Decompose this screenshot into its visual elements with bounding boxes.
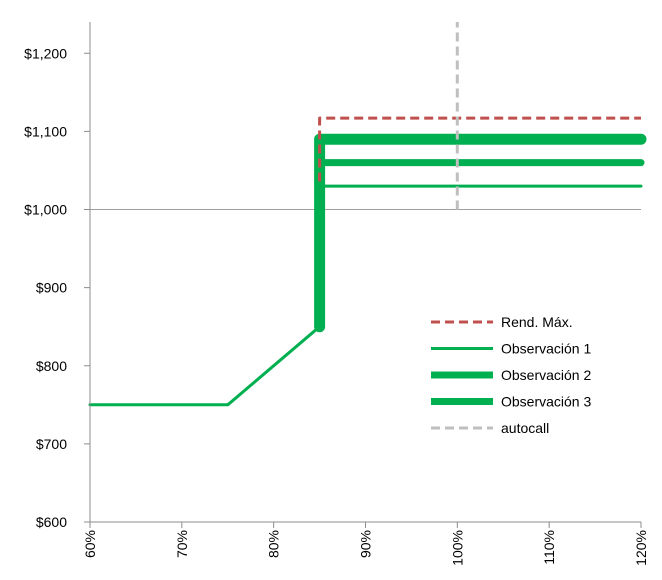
y-tick-label: $1,200 (24, 45, 67, 61)
y-tick-label: $700 (36, 436, 67, 452)
series-line-observacion-1 (88, 184, 643, 407)
series-line-observacion-3 (314, 133, 647, 333)
series-line-rend-max (318, 116, 641, 210)
legend-label-autocall: autocall (501, 420, 549, 436)
y-tick-label: $800 (36, 358, 67, 374)
legend: Rend. Máx. Observación 1 Observación 2 Obse… (431, 314, 591, 436)
x-tick-label: 110% (541, 530, 557, 565)
y-tick-label: $600 (36, 514, 67, 530)
x-tick-label: 60% (82, 530, 98, 558)
y-tick-label: $900 (36, 280, 67, 296)
legend-label-observacion-2: Observación 2 (501, 367, 591, 383)
y-tick-label: $1,100 (24, 123, 67, 139)
x-tick-label: 120% (633, 530, 649, 566)
legend-label-rend-max: Rend. Máx. (501, 314, 573, 330)
x-tick-label: 80% (266, 530, 282, 558)
x-tick-label: 100% (449, 530, 465, 566)
x-tick-label: 90% (358, 530, 374, 558)
y-tick-label: $1,000 (24, 202, 67, 218)
legend-label-observacion-3: Observación 3 (501, 394, 591, 410)
axes-layer: $600 $700 $800 $900 $1,000 $1,100 $1,200 60% 70%… (24, 22, 649, 566)
x-tick-label: 70% (174, 530, 190, 558)
series-layer (88, 22, 647, 407)
legend-label-observacion-1: Observación 1 (501, 341, 591, 357)
